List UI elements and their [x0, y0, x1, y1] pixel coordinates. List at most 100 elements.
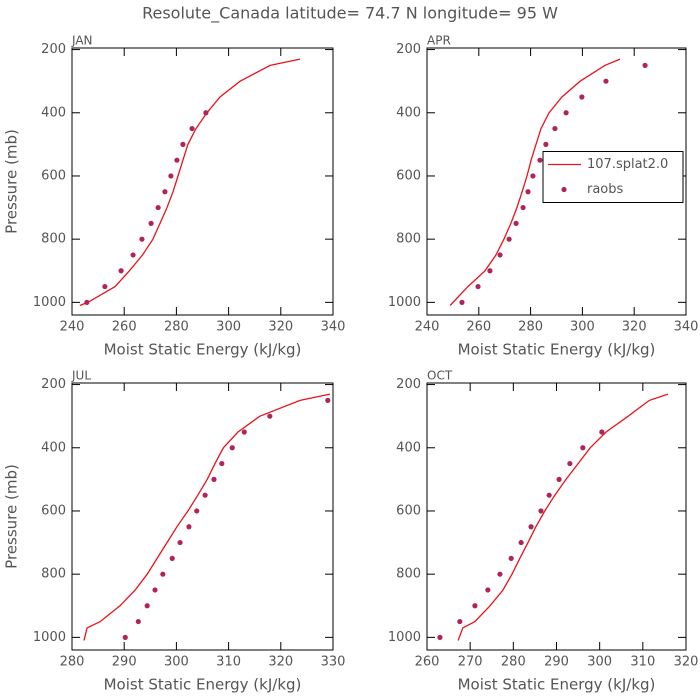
- x-tick-label: 280: [60, 655, 85, 670]
- data-point: [211, 476, 217, 482]
- data-point: [508, 555, 514, 561]
- plot-frame: [71, 47, 334, 316]
- data-point: [169, 555, 175, 561]
- data-point: [546, 492, 552, 498]
- data-point: [122, 634, 128, 640]
- data-point: [186, 524, 192, 530]
- x-tick-label: 340: [321, 320, 346, 335]
- data-point: [485, 587, 491, 593]
- panel-title: JAN: [71, 34, 93, 48]
- legend-box: [542, 151, 684, 203]
- x-tick-label: 320: [674, 655, 699, 670]
- data-line: [83, 393, 331, 641]
- data-point: [506, 236, 512, 242]
- y-tick-label: 800: [396, 567, 421, 582]
- data-point: [162, 189, 168, 195]
- data-point: [168, 173, 174, 179]
- data-point: [174, 157, 180, 163]
- data-point: [139, 236, 145, 242]
- data-point: [189, 125, 195, 132]
- y-tick-label: 1000: [388, 295, 421, 310]
- data-point: [487, 268, 493, 274]
- x-tick-label: 300: [216, 320, 241, 335]
- x-tick-label: 290: [112, 655, 137, 670]
- data-point: [118, 268, 124, 274]
- x-tick-label: 330: [321, 655, 346, 670]
- x-tick-label: 260: [112, 320, 137, 335]
- x-tick-label: 340: [674, 320, 699, 335]
- y-tick-label: 400: [41, 440, 66, 455]
- data-point: [563, 110, 569, 116]
- data-point: [497, 252, 503, 258]
- x-tick-label: 260: [466, 320, 491, 335]
- data-point: [520, 204, 526, 211]
- data-point: [642, 62, 648, 68]
- y-tick-label: 400: [396, 105, 421, 120]
- data-point: [599, 429, 605, 435]
- x-axis-label: Moist Static Energy (kJ/kg): [104, 341, 302, 359]
- y-tick-label: 200: [41, 377, 66, 392]
- data-point: [567, 460, 573, 467]
- plot-frame: [426, 47, 687, 316]
- data-point: [475, 283, 481, 290]
- data-point: [203, 110, 209, 116]
- x-tick-label: 310: [216, 655, 241, 670]
- x-tick-label: 320: [268, 655, 293, 670]
- data-point: [177, 539, 183, 546]
- data-point: [130, 252, 136, 258]
- x-axis-label: Moist Static Energy (kJ/kg): [458, 676, 656, 694]
- data-point: [160, 571, 166, 577]
- panel-title: OCT: [427, 369, 453, 383]
- y-tick-label: 600: [41, 503, 66, 518]
- data-point: [530, 173, 536, 179]
- data-point: [437, 634, 443, 640]
- y-axis-label: Pressure (mb): [3, 129, 21, 234]
- chart-title: Resolute_Canada latitude= 74.7 N longitu…: [142, 4, 558, 24]
- data-line: [79, 58, 301, 307]
- data-point: [525, 189, 531, 195]
- x-axis-label: Moist Static Energy (kJ/kg): [458, 341, 656, 359]
- data-point: [325, 397, 331, 403]
- data-point: [229, 445, 235, 451]
- legend-label: raobs: [587, 182, 624, 197]
- y-tick-label: 200: [41, 42, 66, 57]
- data-point: [472, 603, 478, 609]
- x-tick-label: 300: [587, 655, 612, 670]
- data-point: [84, 299, 90, 305]
- plot-frame: [71, 382, 334, 651]
- data-point: [538, 508, 544, 514]
- x-tick-label: 270: [458, 655, 483, 670]
- x-tick-label: 320: [622, 320, 647, 335]
- data-line: [449, 58, 621, 306]
- data-point: [152, 587, 158, 593]
- panel-title: APR: [427, 34, 451, 48]
- x-tick-label: 240: [415, 320, 440, 335]
- data-point: [202, 492, 208, 498]
- y-tick-label: 800: [41, 567, 66, 582]
- y-tick-label: 400: [41, 105, 66, 120]
- x-tick-label: 280: [518, 320, 543, 335]
- y-tick-label: 1000: [33, 630, 66, 645]
- data-point: [148, 220, 154, 226]
- data-point: [518, 539, 524, 546]
- data-point: [180, 141, 186, 147]
- y-tick-label: 1000: [388, 630, 421, 645]
- data-point: [556, 476, 562, 482]
- x-axis-label: Moist Static Energy (kJ/kg): [104, 676, 302, 694]
- y-tick-label: 600: [396, 168, 421, 183]
- x-tick-label: 300: [570, 320, 595, 335]
- data-line: [457, 393, 669, 641]
- data-point: [537, 157, 543, 163]
- data-point: [459, 299, 465, 305]
- legend-marker: [561, 186, 567, 193]
- panel-title: JUL: [71, 369, 91, 383]
- x-tick-label: 290: [544, 655, 569, 670]
- legend-label: 107.splat2.0: [587, 157, 668, 172]
- x-tick-label: 300: [164, 655, 189, 670]
- y-tick-label: 200: [396, 42, 421, 57]
- data-point: [603, 78, 609, 84]
- x-tick-label: 240: [60, 320, 85, 335]
- data-point: [267, 413, 273, 419]
- x-tick-label: 310: [630, 655, 655, 670]
